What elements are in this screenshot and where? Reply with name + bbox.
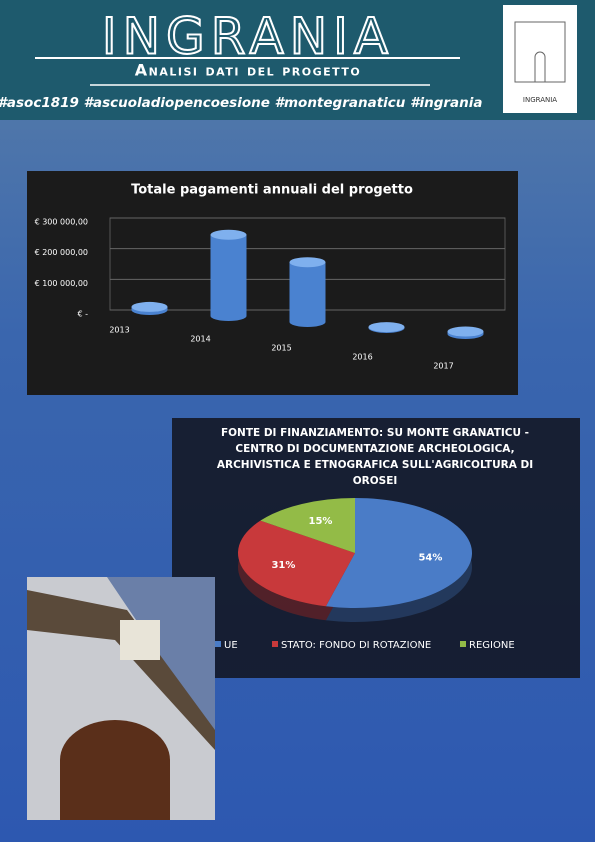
photo-sky	[27, 577, 215, 737]
bar	[210, 234, 247, 321]
header-band	[0, 0, 595, 120]
pie-slice	[325, 498, 473, 608]
legend-label: REGIONE	[469, 640, 515, 651]
x-tick-label: 2016	[352, 353, 372, 362]
photo-roof	[27, 590, 215, 750]
value-label: 54%	[418, 552, 442, 563]
y-tick-label: € 100 000,00	[35, 279, 88, 288]
photo-window	[120, 620, 160, 660]
bar-title: Totale pagamenti annuali del progetto	[131, 183, 413, 198]
pie-slice	[237, 520, 355, 607]
bar-top	[447, 326, 484, 337]
value-label: 15%	[309, 516, 333, 527]
y-tick-label: € 300 000,00	[35, 218, 88, 227]
legend-label: STATO: FONDO DI ROTAZIONE	[281, 640, 431, 651]
bar-top	[368, 322, 405, 333]
bar-top	[289, 257, 326, 268]
value-label: 31%	[271, 560, 295, 571]
logo-house	[514, 21, 566, 83]
bar	[289, 262, 326, 327]
pie-title: FONTE DI FINANZIAMENTO: SU MONTE GRANATI…	[216, 427, 534, 487]
photo-door	[60, 720, 170, 820]
legend-swatch	[272, 641, 278, 647]
y-tick-label: € -	[77, 310, 88, 319]
logo-door	[534, 51, 546, 82]
bar-top	[131, 301, 168, 312]
bar-panel	[27, 171, 518, 395]
header-title: INGRANIA	[102, 8, 394, 66]
legend-swatch	[460, 641, 466, 647]
header-subtitle: Analisi dati del progetto	[135, 61, 362, 80]
pie-slice	[260, 498, 355, 553]
bar-top	[210, 229, 247, 240]
hashtags: #asoc1819 #ascuoladiopencoesione #monteg…	[0, 95, 483, 111]
logo-text: INGRANIA	[523, 96, 557, 104]
x-tick-label: 2015	[271, 344, 291, 353]
y-tick-label: € 200 000,00	[35, 248, 88, 257]
x-tick-label: 2017	[433, 362, 453, 371]
x-tick-label: 2013	[109, 326, 129, 335]
legend-label: UE	[224, 640, 238, 651]
x-tick-label: 2014	[190, 335, 210, 344]
legend-swatch	[215, 641, 221, 647]
